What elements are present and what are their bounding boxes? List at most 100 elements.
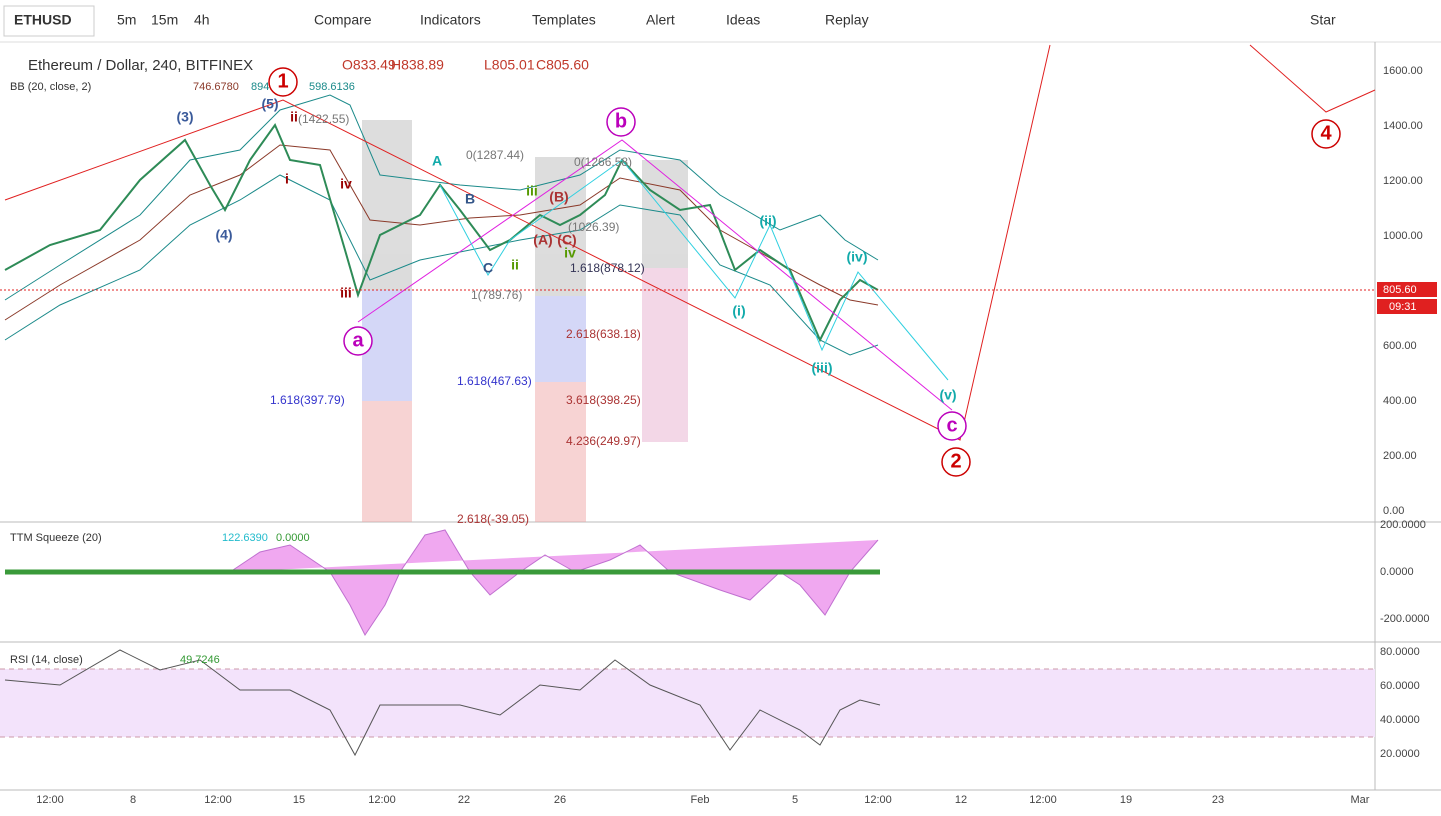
ohlc: H838.89 bbox=[391, 57, 444, 73]
fib-label: 1(789.76) bbox=[471, 288, 522, 302]
wave-lines bbox=[439, 159, 949, 381]
legend-title: Ethereum / Dollar, 240, BITFINEX bbox=[28, 57, 253, 74]
wave-label: (iv) bbox=[847, 249, 868, 265]
rsi-axis: 80.0000 bbox=[1380, 646, 1420, 658]
wave-label: i bbox=[285, 171, 289, 187]
fib-label: (1422.55) bbox=[298, 112, 349, 126]
rsi-axis: 60.0000 bbox=[1380, 680, 1420, 692]
symbol[interactable]: ETHUSD bbox=[14, 12, 72, 28]
price-label: 1600.00 bbox=[1383, 65, 1423, 77]
time-label: Mar bbox=[1351, 794, 1370, 806]
fib-label: 1.618(878.12) bbox=[570, 261, 645, 275]
wave-label: a bbox=[352, 329, 364, 351]
fib-label: 0(1266.58) bbox=[574, 155, 632, 169]
wave-label: (4) bbox=[215, 227, 232, 243]
fib-label: 2.618(-39.05) bbox=[457, 512, 529, 526]
wave-label: (v) bbox=[939, 387, 956, 403]
ttm-value: 122.6390 bbox=[222, 532, 268, 544]
wave-label: A bbox=[432, 153, 442, 169]
rsi-axis: 40.0000 bbox=[1380, 714, 1420, 726]
last-price: 805.60 bbox=[1383, 284, 1417, 296]
toolbar bbox=[0, 0, 1441, 42]
wave-label: 1 bbox=[277, 70, 288, 92]
countdown: 09:31 bbox=[1389, 301, 1417, 313]
bb-lower bbox=[4, 174, 879, 356]
price-label: 0.00 bbox=[1383, 505, 1404, 517]
price-label: 1000.00 bbox=[1383, 230, 1423, 242]
price-line bbox=[4, 122, 879, 343]
last-price-tag bbox=[1377, 282, 1437, 297]
time-label: 12:00 bbox=[368, 794, 396, 806]
ttm-value: 0.0000 bbox=[276, 532, 310, 544]
star-button[interactable]: Star bbox=[1310, 12, 1336, 28]
ohlc: O833.49 bbox=[342, 57, 396, 73]
rsi-title: RSI (14, close) bbox=[10, 654, 83, 666]
price-label: 1200.00 bbox=[1383, 175, 1423, 187]
countdown-tag bbox=[1377, 299, 1437, 314]
ttm-axis: 0.0000 bbox=[1380, 566, 1414, 578]
wave-circle bbox=[941, 447, 971, 477]
wave-label: iv bbox=[340, 176, 352, 192]
toolbar-button[interactable]: Replay bbox=[825, 12, 869, 28]
fib-label: 2.618(638.18) bbox=[566, 327, 641, 341]
time-label: 12:00 bbox=[1029, 794, 1057, 806]
time-label: 8 bbox=[130, 794, 136, 806]
wave-lines bbox=[4, 44, 1051, 441]
fib-label: 3.618(398.25) bbox=[566, 393, 641, 407]
toolbar-button[interactable]: Indicators bbox=[420, 12, 481, 28]
rsi-plot bbox=[4, 649, 881, 757]
interval[interactable]: 5m bbox=[117, 12, 136, 28]
bb-value: 746.6780 bbox=[193, 81, 239, 93]
wave-label: 2 bbox=[950, 450, 961, 472]
interval[interactable]: 4h bbox=[194, 12, 210, 28]
wave-label: (5) bbox=[261, 96, 278, 112]
interval[interactable]: 15m bbox=[151, 12, 178, 28]
symbol-box[interactable] bbox=[3, 5, 95, 37]
fib-label: 0(1287.44) bbox=[466, 148, 524, 162]
price-label: 200.00 bbox=[1383, 450, 1417, 462]
wave-lines bbox=[1249, 44, 1376, 113]
wave-label: iv bbox=[564, 245, 576, 261]
time-label: 5 bbox=[792, 794, 798, 806]
wave-label: (i) bbox=[732, 303, 745, 319]
wave-circle bbox=[606, 107, 636, 137]
time-label: 12 bbox=[955, 794, 967, 806]
wave-label: 4 bbox=[1320, 122, 1332, 144]
wave-label: (ii) bbox=[759, 213, 776, 229]
time-label: 22 bbox=[458, 794, 470, 806]
rsi-band bbox=[0, 669, 1375, 737]
wave-circle bbox=[343, 326, 373, 356]
time-label: 26 bbox=[554, 794, 566, 806]
toolbar-button[interactable]: Alert bbox=[646, 12, 675, 28]
wave-label: (C) bbox=[557, 232, 576, 248]
wave-circle bbox=[937, 411, 967, 441]
wave-label: ii bbox=[511, 257, 519, 273]
wave-label: c bbox=[946, 414, 957, 436]
ttm-axis: 200.0000 bbox=[1380, 519, 1426, 531]
toolbar-button[interactable]: Templates bbox=[532, 12, 596, 28]
wave-circle bbox=[268, 67, 298, 97]
fib-label: 1.618(467.63) bbox=[457, 374, 532, 388]
wave-circle bbox=[1311, 119, 1341, 149]
wave-label: iii bbox=[526, 183, 538, 199]
toolbar-button[interactable]: Compare bbox=[314, 12, 372, 28]
bb-value: 598.6136 bbox=[309, 81, 355, 93]
price-label: 1400.00 bbox=[1383, 120, 1423, 132]
time-label: 12:00 bbox=[204, 794, 232, 806]
bb-upper bbox=[4, 94, 879, 301]
squeeze-hist bbox=[229, 529, 879, 636]
price-label: 400.00 bbox=[1383, 395, 1417, 407]
rsi-value: 49.7246 bbox=[180, 654, 220, 666]
wave-label: iii bbox=[340, 285, 352, 301]
rsi-axis: 20.0000 bbox=[1380, 748, 1420, 760]
fib-label: 1.618(397.79) bbox=[270, 393, 345, 407]
time-label: 23 bbox=[1212, 794, 1224, 806]
toolbar-button[interactable]: Ideas bbox=[726, 12, 760, 28]
wave-label: b bbox=[615, 110, 627, 132]
bb-title: BB (20, close, 2) bbox=[10, 81, 91, 93]
time-label: 19 bbox=[1120, 794, 1132, 806]
ttm-axis: -200.0000 bbox=[1380, 613, 1430, 625]
time-label: 12:00 bbox=[36, 794, 64, 806]
fib-label: 4.236(249.97) bbox=[566, 434, 641, 448]
wave-label: C bbox=[483, 260, 493, 276]
